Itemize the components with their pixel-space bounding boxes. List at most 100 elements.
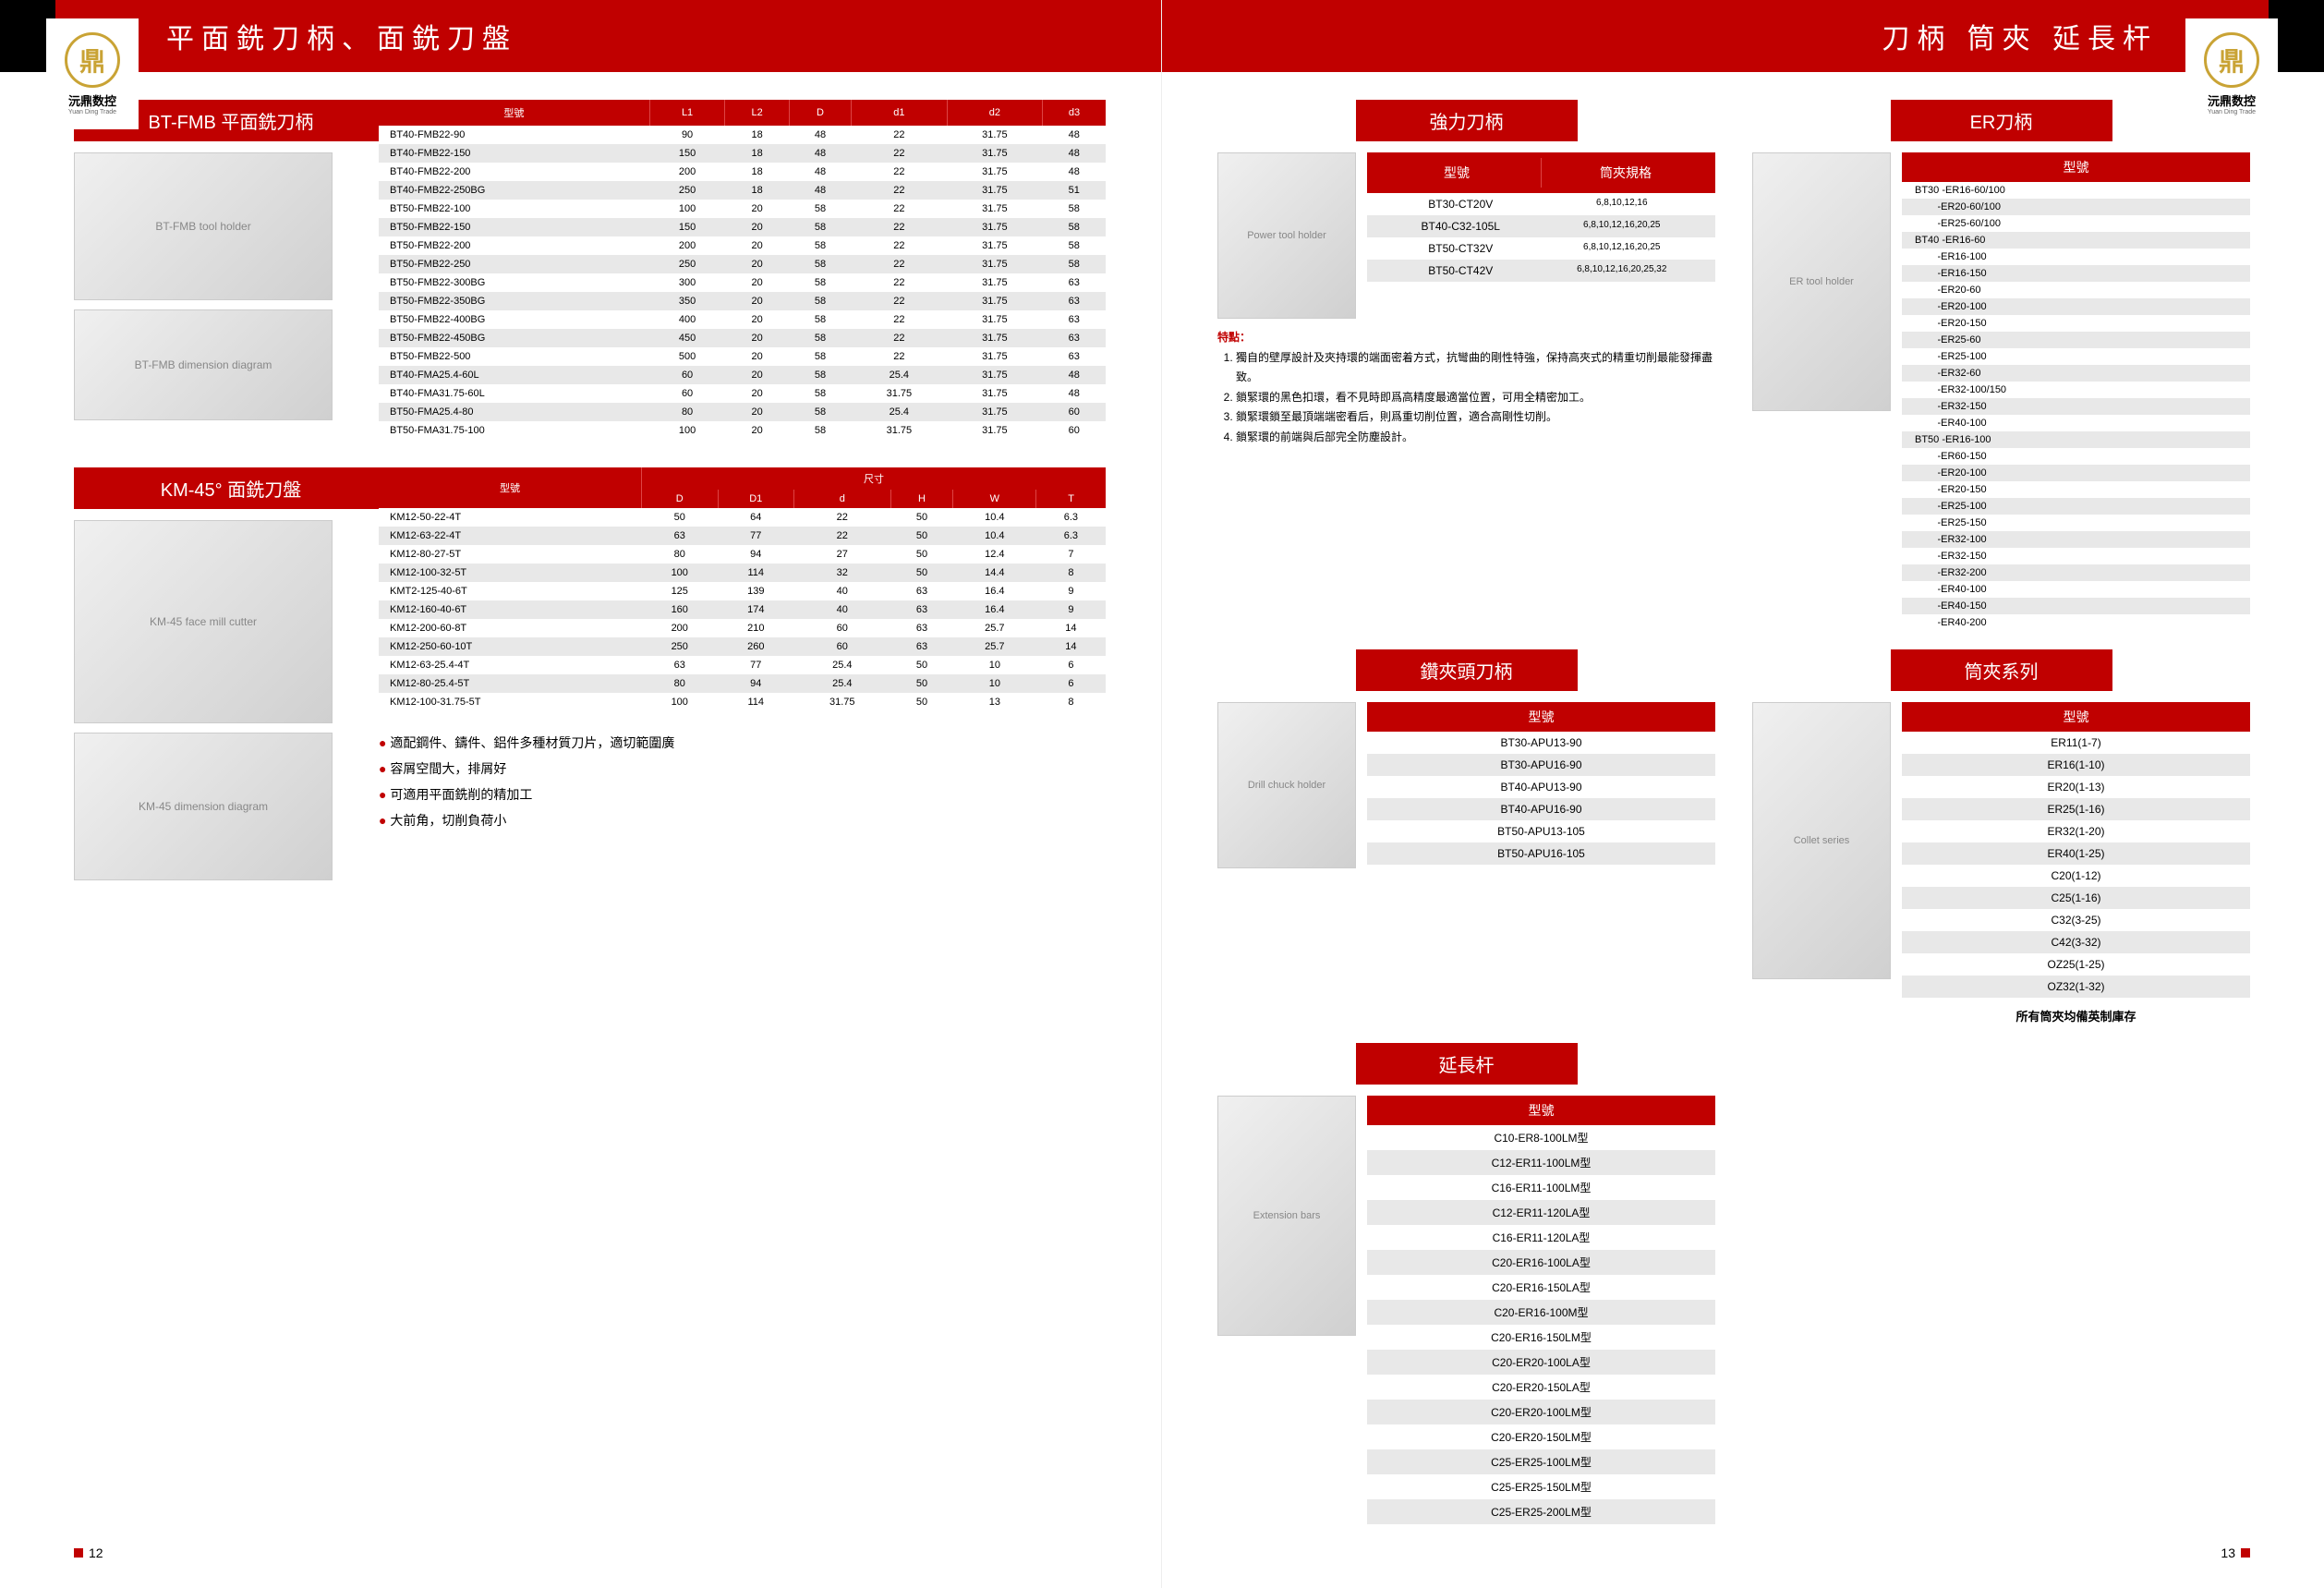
list-item: BT50-APU16-105: [1367, 842, 1715, 865]
list-item: BT50-CT42V6,8,10,12,16,20,25,32: [1367, 260, 1715, 282]
list-header-chuck: 型號: [1367, 702, 1715, 732]
logo-brand: 沅鼎数控: [68, 91, 116, 109]
table-row: KM12-50-22-4T5064225010.46.3: [379, 508, 1106, 527]
table-row: KM12-80-27-5T8094275012.47: [379, 545, 1106, 564]
note-item: 鎖緊環的黑色扣環，看不見時即爲高精度最適當位置，可用全精密加工。: [1236, 388, 1715, 408]
feature-bullet: 適配鋼件、鑄件、鋁件多種材質刀片，適切範圍廣: [379, 730, 1106, 756]
table-row: BT50-FMB22-450BG45020582231.7563: [379, 329, 1106, 347]
table-row: BT40-FMB22-909018482231.7548: [379, 126, 1106, 144]
table-row: BT50-FMB22-400BG40020582231.7563: [379, 310, 1106, 329]
table-row: BT50-FMB22-25025020582231.7558: [379, 255, 1106, 273]
table-header-cell: D: [641, 490, 718, 508]
table-row: KM12-200-60-8T200210606325.714: [379, 619, 1106, 637]
table-row: BT50-FMA31.75-100100205831.7531.7560: [379, 421, 1106, 440]
section-title-km45: KM-45° 面銑刀盤: [74, 467, 388, 509]
table-row: BT50-FMB22-350BG35020582231.7563: [379, 292, 1106, 310]
section-extension: 延長杆 Extension bars 型號 C10-ER8-100LM型C12-…: [1217, 1043, 1715, 1524]
list-item: C32(3-25): [1902, 909, 2250, 931]
list-item: -ER20-60: [1902, 282, 2250, 298]
section-km45: KM-45° 面銑刀盤 KM-45 face mill cutter KM-45…: [74, 467, 1106, 890]
note-item: 鎖緊環鎖至最頂端端密看后，則爲重切削位置，適合高剛性切削。: [1236, 407, 1715, 428]
table-header-cell: d1: [852, 100, 948, 126]
list-item: C20(1-12): [1902, 865, 2250, 887]
page-marker-icon: [74, 1548, 83, 1558]
list-item: BT50-CT32V6,8,10,12,16,20,25: [1367, 237, 1715, 260]
feature-bullet: 可適用平面銑削的精加工: [379, 782, 1106, 807]
collet-footnote: 所有筒夾均備英制庫存: [1902, 1007, 2250, 1024]
table-header-cell: L1: [649, 100, 725, 126]
table-row: KM12-100-32-5T100114325014.48: [379, 564, 1106, 582]
product-image-btfmb: BT-FMB tool holder: [74, 152, 333, 300]
list-item: -ER20-150: [1902, 315, 2250, 332]
list-item: C20-ER16-150LA型: [1367, 1275, 1715, 1300]
table-row: BT40-FMB22-15015018482231.7548: [379, 144, 1106, 163]
power-notes: 特點： 獨自的壁厚設計及夾持環的端面密着方式，抗彎曲的剛性特強，保持高夾式的精重…: [1217, 328, 1715, 448]
list-item: ER20(1-13): [1902, 776, 2250, 798]
list-item: -ER25-60: [1902, 332, 2250, 348]
list-item: C16-ER11-120LA型: [1367, 1225, 1715, 1250]
page-title-left: 平面銑刀柄、面銑刀盤: [55, 0, 1161, 72]
table-header-cell: T: [1036, 490, 1106, 508]
product-image-power: Power tool holder: [1217, 152, 1356, 319]
list-item: -ER40-200: [1902, 614, 2250, 631]
section-title-collet: 筒夾系列: [1891, 649, 2112, 691]
list-item: C25(1-16): [1902, 887, 2250, 909]
note-item: 鎖緊環的前端與后部完全防塵設計。: [1236, 428, 1715, 448]
section-bt-fmb: BT-FMB 平面銑刀柄 BT-FMB tool holder BT-FMB d…: [74, 100, 1106, 440]
table-row: KM12-250-60-10T250260606325.714: [379, 637, 1106, 656]
th-model: 型號: [1373, 158, 1542, 188]
table-row: KMT2-125-40-6T125139406316.49: [379, 582, 1106, 600]
section-er-holder: ER刀柄 ER tool holder 型號 BT30 -ER16-60/100…: [1752, 100, 2250, 631]
logo-icon: 鼎: [65, 32, 120, 88]
list-item: BT30-CT20V6,8,10,12,16: [1367, 193, 1715, 215]
logo-brand: 沅鼎数控: [2208, 91, 2256, 109]
list-item: OZ32(1-32): [1902, 976, 2250, 998]
table-row: KM12-80-25.4-5T809425.450106: [379, 674, 1106, 693]
list-item: C42(3-32): [1902, 931, 2250, 953]
list-item: BT40 -ER16-60: [1902, 232, 2250, 249]
list-item: C20-ER20-150LM型: [1367, 1424, 1715, 1449]
list-item: -ER32-200: [1902, 564, 2250, 581]
list-item: -ER32-150: [1902, 398, 2250, 415]
page-number-text: 12: [89, 1546, 103, 1560]
list-item: -ER20-100: [1902, 298, 2250, 315]
product-image-collet: Collet series: [1752, 702, 1891, 979]
table-header-cell: H: [890, 490, 953, 508]
table-row: BT50-FMB22-300BG30020582231.7563: [379, 273, 1106, 292]
page-number-text: 13: [2221, 1546, 2235, 1560]
list-item: BT50 -ER16-100: [1902, 431, 2250, 448]
list-item: BT30 -ER16-60/100: [1902, 182, 2250, 199]
feature-bullet: 容屑空間大，排屑好: [379, 756, 1106, 782]
logo-brand-en: Yuan Ding Trade: [68, 109, 116, 115]
list-item: -ER20-150: [1902, 481, 2250, 498]
list-item: OZ25(1-25): [1902, 953, 2250, 976]
table-header-cell: D1: [718, 490, 794, 508]
table-header-cell: d: [794, 490, 891, 508]
list-item: C12-ER11-120LA型: [1367, 1200, 1715, 1225]
note-item: 獨自的壁厚設計及夾持環的端面密着方式，抗彎曲的剛性特強，保持高夾式的精重切削最能…: [1236, 348, 1715, 388]
table-row: KM12-63-25.4-4T637725.450106: [379, 656, 1106, 674]
table-header-cell: d3: [1043, 100, 1106, 126]
list-item: -ER25-60/100: [1902, 215, 2250, 232]
list-item: ER11(1-7): [1902, 732, 2250, 754]
list-item: BT30-APU13-90: [1367, 732, 1715, 754]
section-title-er: ER刀柄: [1891, 100, 2112, 141]
list-item: -ER16-100: [1902, 249, 2250, 265]
page-12: 鼎 沅鼎数控 Yuan Ding Trade 平面銑刀柄、面銑刀盤 BT-FMB…: [0, 0, 1162, 1588]
table-row: BT50-FMB22-50050020582231.7563: [379, 347, 1106, 366]
table-row: KM12-160-40-6T160174406316.49: [379, 600, 1106, 619]
page-title-right: 刀柄 筒夾 延長杆: [1162, 0, 2269, 72]
list-item: ER32(1-20): [1902, 820, 2250, 842]
section-title-power: 強力刀柄: [1356, 100, 1578, 141]
th-spec: 筒夾規格: [1542, 158, 1710, 188]
page-13: 刀柄 筒夾 延長杆 鼎 沅鼎数控 Yuan Ding Trade 強力刀柄 Po…: [1162, 0, 2324, 1588]
list-item: C25-ER25-100LM型: [1367, 1449, 1715, 1474]
list-header-ext: 型號: [1367, 1096, 1715, 1125]
section-collet: 筒夾系列 Collet series 型號 ER11(1-7)ER16(1-10…: [1752, 649, 2250, 1024]
list-item: -ER20-60/100: [1902, 199, 2250, 215]
list-item: -ER40-150: [1902, 598, 2250, 614]
list-header-er: 型號: [1902, 152, 2250, 182]
table-header-cell: d2: [947, 100, 1043, 126]
list-item: C12-ER11-100LM型: [1367, 1150, 1715, 1175]
list-item: C25-ER25-150LM型: [1367, 1474, 1715, 1499]
